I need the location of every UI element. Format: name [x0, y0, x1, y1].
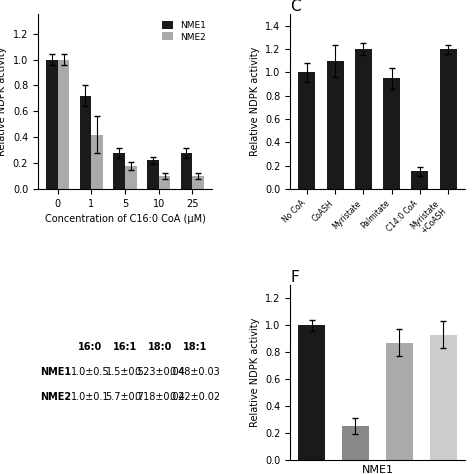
Bar [411, 172, 428, 189]
Bar [159, 176, 171, 189]
Bar [440, 49, 456, 189]
Bar [181, 153, 192, 189]
Y-axis label: Relative NDPK activity: Relative NDPK activity [250, 47, 260, 156]
Bar [113, 153, 125, 189]
Bar [147, 161, 159, 189]
Bar [80, 96, 91, 189]
Bar [342, 426, 369, 460]
Bar [355, 49, 372, 189]
Text: C: C [291, 0, 301, 14]
Bar [58, 60, 69, 189]
Text: F: F [291, 270, 299, 285]
Bar [298, 73, 315, 189]
X-axis label: Concentration of C16:0 CoA (μM): Concentration of C16:0 CoA (μM) [45, 214, 205, 224]
Bar [192, 176, 204, 189]
Bar [383, 78, 400, 189]
X-axis label: NME1: NME1 [362, 465, 393, 474]
Legend: NME1, NME2: NME1, NME2 [160, 19, 208, 43]
Bar [386, 343, 413, 460]
Y-axis label: Relative NDPK activity: Relative NDPK activity [0, 47, 7, 156]
Y-axis label: Relative NDPK activity: Relative NDPK activity [250, 318, 260, 427]
Bar [327, 61, 344, 189]
Bar [430, 335, 456, 460]
Bar [91, 135, 103, 189]
Bar [125, 165, 137, 189]
Bar [46, 60, 58, 189]
Bar [298, 325, 325, 460]
